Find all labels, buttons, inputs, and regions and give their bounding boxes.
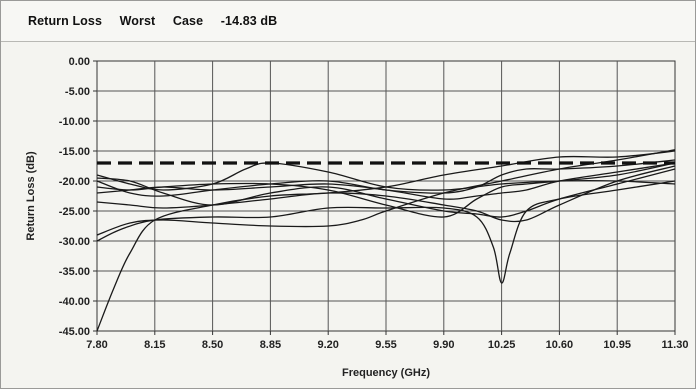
x-tick-label: 10.95 bbox=[603, 339, 631, 351]
y-tick-label: -40.00 bbox=[59, 296, 90, 308]
y-tick-label: -20.00 bbox=[59, 176, 90, 188]
y-tick-label: -25.00 bbox=[59, 206, 90, 218]
x-tick-label: 9.20 bbox=[317, 339, 338, 351]
series-line-6 bbox=[96, 150, 676, 332]
header-worst: Worst bbox=[119, 14, 156, 28]
x-tick-label: 8.15 bbox=[144, 339, 165, 351]
x-tick-label: 10.25 bbox=[488, 339, 516, 351]
x-tick-label: 11.30 bbox=[662, 339, 689, 351]
y-tick-labels: 0.00 -5.00 -10.00 -15.00 -20.00 -25.00 -30.00 -… bbox=[59, 56, 90, 338]
x-tick-label: 10.60 bbox=[546, 339, 574, 351]
y-tick-label: -5.00 bbox=[65, 86, 90, 98]
grid-lines bbox=[93, 60, 676, 335]
y-tick-label: -30.00 bbox=[59, 236, 90, 248]
series-line-4 bbox=[96, 165, 676, 223]
series-line-9 bbox=[96, 162, 676, 191]
x-tick-labels: 7.80 8.15 8.50 8.85 9.20 9.55 9.90 10.25 10.60 10… bbox=[86, 339, 688, 351]
x-tick-label: 8.50 bbox=[202, 339, 223, 351]
header-label: Return Loss bbox=[28, 14, 103, 28]
x-tick-label: 7.80 bbox=[86, 339, 107, 351]
x-axis-title: Frequency (GHz) bbox=[342, 367, 430, 379]
series-lines bbox=[96, 149, 676, 332]
chart-header: Return Loss Worst Case -14.83 dB bbox=[28, 14, 291, 28]
header-bar: Return Loss Worst Case -14.83 dB bbox=[1, 1, 695, 42]
series-line-8 bbox=[96, 149, 676, 236]
series-line-5 bbox=[96, 180, 676, 284]
header-value: -14.83 dB bbox=[220, 14, 278, 28]
y-tick-label: -45.00 bbox=[59, 326, 90, 338]
x-tick-label: 9.55 bbox=[375, 339, 396, 351]
y-tick-label: 0.00 bbox=[69, 56, 90, 68]
x-tick-label: 8.85 bbox=[260, 339, 281, 351]
header-case: Case bbox=[172, 14, 204, 28]
series-line-3 bbox=[96, 162, 676, 200]
x-tick-label: 9.90 bbox=[433, 339, 454, 351]
y-tick-label: -15.00 bbox=[59, 146, 90, 158]
y-tick-label: -10.00 bbox=[59, 116, 90, 128]
y-tick-label: -35.00 bbox=[59, 266, 90, 278]
y-axis-title: Return Loss (dB) bbox=[25, 151, 37, 241]
